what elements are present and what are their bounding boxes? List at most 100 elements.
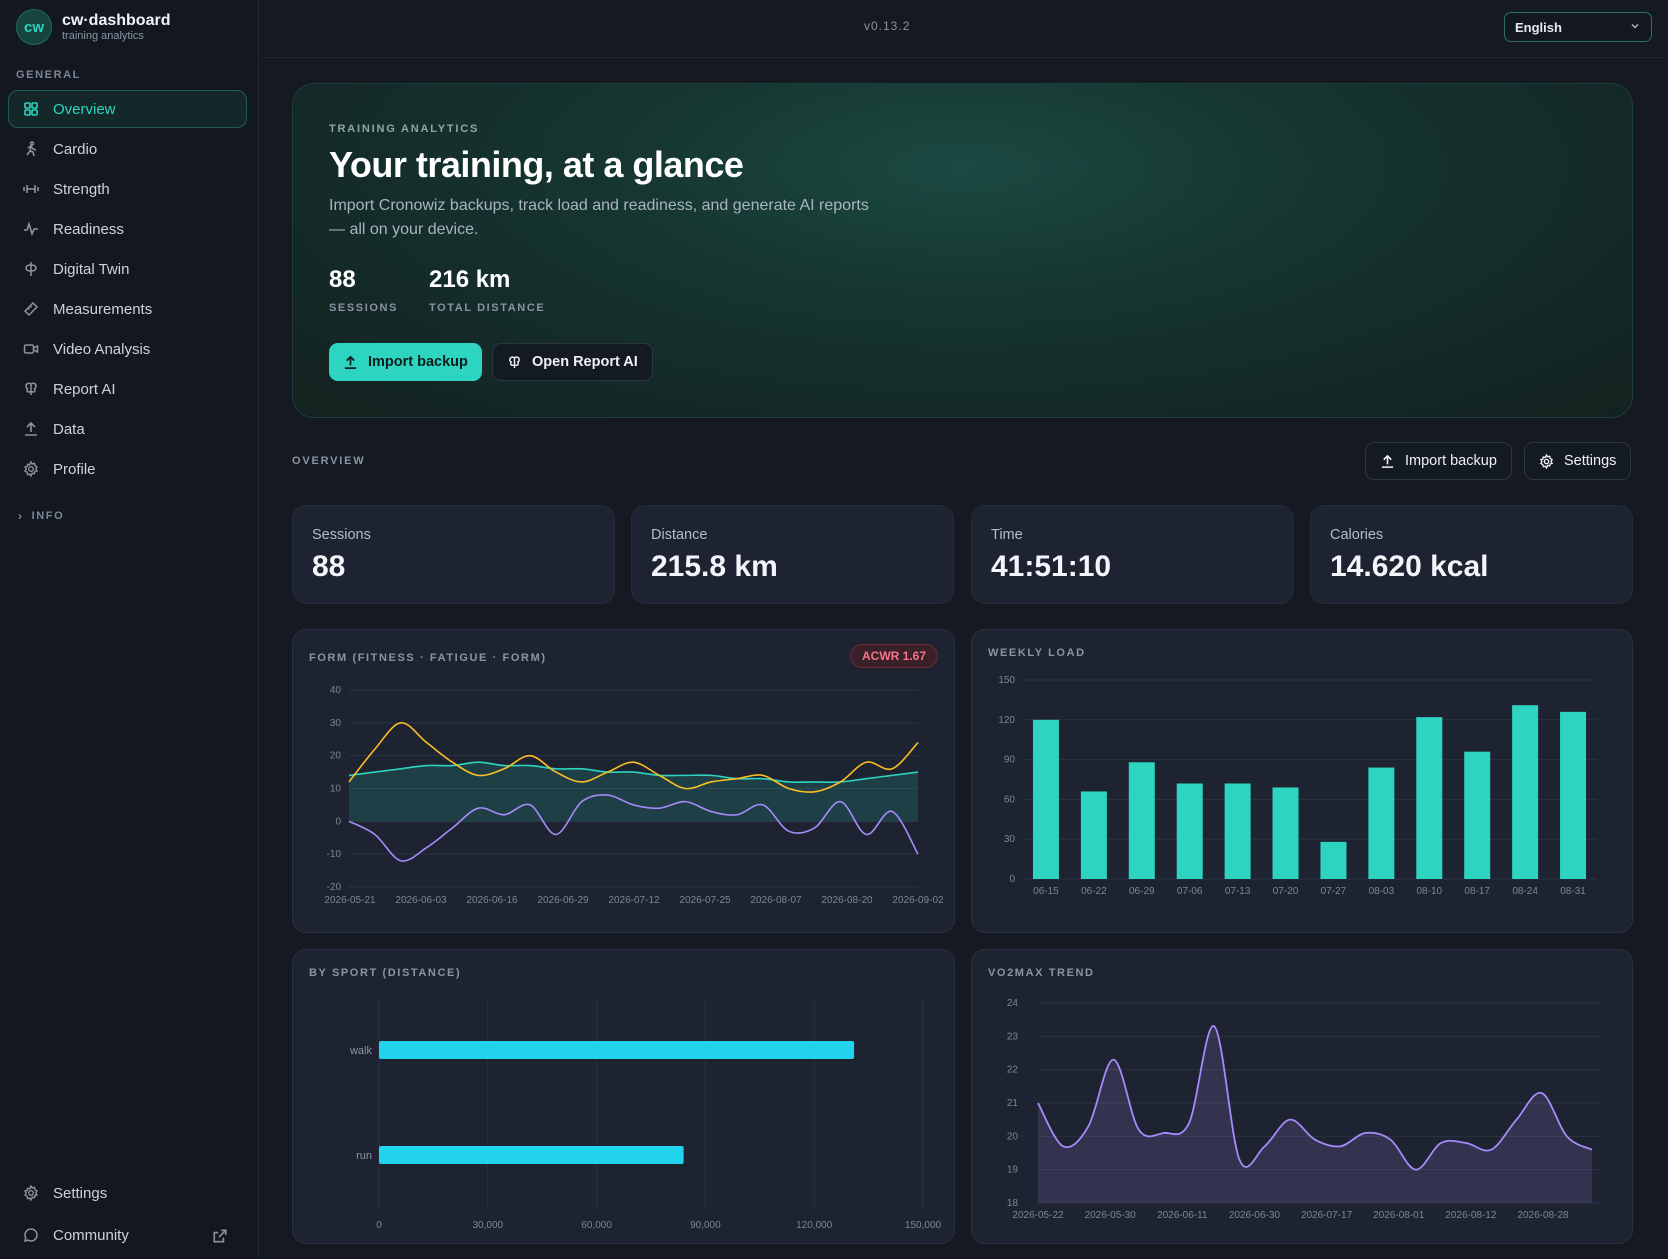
y-tick-label: 20 [1007, 1131, 1019, 1142]
y-tick-label: 60 [1004, 794, 1016, 805]
vo2max-line [1037, 1025, 1593, 1171]
x-tick-label: 2026-07-25 [679, 895, 731, 906]
sidebar-item-video-analysis[interactable]: Video Analysis [8, 330, 247, 368]
y-tick-label: -10 [327, 849, 342, 860]
bar [1512, 705, 1539, 879]
x-tick-label: 08-10 [1417, 886, 1443, 897]
language-value: English [1515, 20, 1562, 35]
y-tick-label: 0 [1009, 874, 1015, 885]
overview-settings-button[interactable]: Settings [1524, 442, 1632, 480]
y-tick-label: 21 [1007, 1098, 1019, 1109]
by-sport-chart: 0 30,000 60,000 90,000 120,000 150,000 walk run [349, 998, 942, 1231]
x-tick-label: 2026-08-12 [1445, 1210, 1497, 1221]
sidebar-item-label: Profile [53, 460, 96, 478]
hero-stat-label: TOTAL DISTANCE [429, 302, 546, 314]
bar [1176, 783, 1203, 879]
sidebar: cw cw·dashboard training analytics GENER… [0, 0, 259, 1259]
bar [1368, 767, 1395, 879]
bar [1416, 717, 1443, 879]
nav-section-general: GENERAL [16, 69, 81, 81]
stat-card-value: 88 [312, 550, 346, 583]
vo2max-chart-card: VO2MAX TREND 18 19 20 21 22 23 24 2026-05-22 202… [971, 949, 1633, 1244]
button-label: Settings [1564, 453, 1617, 469]
sidebar-item-cardio[interactable]: Cardio [8, 130, 247, 168]
sidebar-item-settings[interactable]: Settings [8, 1174, 247, 1212]
chart-title: VO2MAX TREND [988, 967, 1095, 979]
bar [1128, 762, 1155, 879]
pulse-icon [23, 221, 39, 237]
x-tick-label: 07-13 [1225, 886, 1251, 897]
sidebar-item-overview[interactable]: Overview [8, 90, 247, 128]
info-toggle[interactable]: › INFO [18, 509, 64, 523]
chart-title: WEEKLY LOAD [988, 647, 1086, 659]
sidebar-item-digital-twin[interactable]: Digital Twin [8, 250, 247, 288]
upload-icon [1381, 454, 1394, 468]
sidebar-item-label: Report AI [53, 380, 116, 398]
hero-stat-distance: 216 km TOTAL DISTANCE [429, 266, 545, 314]
fatigue-line [348, 722, 919, 793]
fitness-line [348, 761, 919, 783]
sidebar-item-label: Video Analysis [53, 340, 151, 358]
weekly-load-chart-card: WEEKLY LOAD 0 30 60 90 120 150 06-15 06-22 06-29… [971, 629, 1633, 933]
version-label: v0.13.2 [864, 19, 911, 33]
brand-subtitle: training analytics [62, 30, 144, 42]
hero-title: Your training, at a glance [329, 144, 744, 185]
sidebar-item-label: Overview [53, 100, 116, 118]
video-icon [23, 341, 39, 357]
hero-import-backup-button[interactable]: Import backup [329, 343, 482, 381]
y-tick-label: 0 [335, 816, 341, 827]
sidebar-item-data[interactable]: Data [8, 410, 247, 448]
vo2max-area [1038, 1026, 1592, 1203]
stat-card-label: Sessions [312, 527, 371, 543]
form-chart-card: FORM (FITNESS · FATIGUE · FORM) ACWR 1.6… [292, 629, 955, 933]
language-select[interactable]: English [1504, 12, 1652, 42]
sidebar-item-readiness[interactable]: Readiness [8, 210, 247, 248]
y-tick-label: 30 [1004, 834, 1016, 845]
sidebar-item-label: Data [53, 420, 85, 438]
y-tick-label: 30 [330, 718, 342, 729]
x-tick-label: 07-06 [1177, 886, 1203, 897]
brand-logo: cw [16, 9, 52, 45]
y-tick-label: 150 [998, 675, 1015, 686]
y-tick-label: 23 [1007, 1031, 1019, 1042]
button-label: Open Report AI [532, 354, 638, 370]
hero-kicker: TRAINING ANALYTICS [329, 123, 480, 135]
y-tick-label: run [356, 1150, 372, 1162]
sidebar-item-community[interactable]: Community [8, 1216, 247, 1254]
stat-card-sessions: Sessions 88 [292, 505, 615, 604]
x-tick-label: 2026-06-29 [537, 895, 589, 906]
y-tick-label: 90 [1004, 755, 1016, 766]
sidebar-item-label: Settings [53, 1184, 108, 1202]
dumbbell-icon [23, 181, 39, 197]
x-tick-label: 2026-08-20 [821, 895, 873, 906]
external-link-icon [212, 1228, 227, 1243]
x-tick-label: 2026-06-11 [1157, 1210, 1208, 1221]
hero-open-report-ai-button[interactable]: Open Report AI [492, 343, 653, 381]
sidebar-item-report-ai[interactable]: Report AI [8, 370, 247, 408]
form-line [348, 794, 919, 862]
x-tick-label: 06-15 [1033, 886, 1059, 897]
y-tick-label: 24 [1007, 998, 1019, 1009]
sidebar-item-profile[interactable]: Profile [8, 450, 247, 488]
gear-icon [23, 1185, 39, 1201]
y-tick-label: 18 [1007, 1198, 1019, 1209]
sidebar-item-strength[interactable]: Strength [8, 170, 247, 208]
vo2max-chart: 18 19 20 21 22 23 24 2026-05-22 2026-05-30 2026-0… [1007, 998, 1602, 1221]
stat-card-time: Time 41:51:10 [971, 505, 1294, 604]
x-tick-label: 2026-09-02 [892, 895, 944, 906]
y-tick-label: 22 [1007, 1065, 1019, 1076]
x-tick-label: 2026-08-01 [1373, 1210, 1425, 1221]
brand-name: cw·dashboard [62, 12, 171, 29]
overview-import-backup-button[interactable]: Import backup [1365, 442, 1512, 480]
x-tick-label: 06-29 [1129, 886, 1155, 897]
x-tick-label: 2026-08-28 [1517, 1210, 1569, 1221]
sidebar-item-measurements[interactable]: Measurements [8, 290, 247, 328]
x-tick-label: 06-22 [1081, 886, 1107, 897]
by-sport-chart-card: BY SPORT (DISTANCE) 0 30,000 60,000 90,000 1… [292, 949, 955, 1244]
y-tick-label: 20 [330, 751, 342, 762]
button-label: Import backup [1405, 453, 1497, 469]
brand[interactable]: cw cw·dashboard training analytics [16, 9, 170, 45]
form-chart: -20 -10 0 10 20 30 40 2026-05-21 2026-06-03 2026-… [324, 685, 944, 906]
hero-stat-value: 216 km [429, 266, 511, 293]
x-tick-label: 30,000 [473, 1220, 504, 1231]
